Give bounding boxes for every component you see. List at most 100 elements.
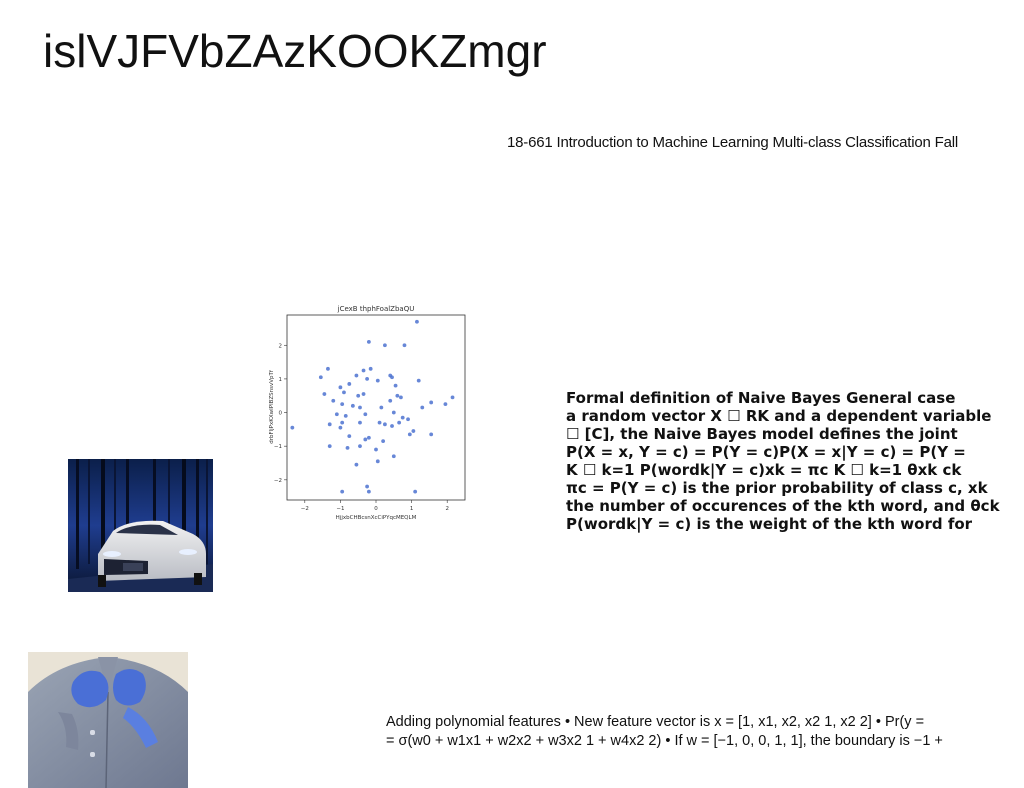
scatter-point <box>375 459 380 464</box>
scatter-point <box>397 420 402 425</box>
scatter-point <box>363 412 368 417</box>
chart-ylabel: drbFljPxKXwIPlBZSnsvVpTf <box>269 369 275 444</box>
scatter-point <box>388 398 393 403</box>
scatter-chart-svg: jCexB thphFoalZbaQU HjjxbCHBcsnXcCiPYqcM… <box>269 305 466 521</box>
scatter-point <box>290 425 295 430</box>
scatter-point <box>342 390 346 395</box>
scatter-point <box>327 444 332 449</box>
scatter-point <box>366 489 371 494</box>
scatter-point <box>338 425 343 430</box>
scatter-point <box>318 375 323 380</box>
scatter-point <box>350 403 355 408</box>
y-tick-label: −1 <box>274 444 282 450</box>
scatter-point <box>366 340 371 344</box>
chart-y-ticks: 2 1 0 −1 −2 <box>274 343 287 484</box>
formal-line: the number of occurences of the kth word… <box>566 497 1000 515</box>
x-tick-label: −1 <box>336 506 344 512</box>
scatter-point <box>365 377 369 381</box>
scatter-point <box>340 420 345 425</box>
scatter-point <box>354 373 359 378</box>
scatter-point <box>399 395 403 400</box>
scatter-point <box>358 405 362 410</box>
polynomial-features-text-block: Adding polynomial features • New feature… <box>386 713 943 751</box>
formal-line: ☐ [C], the Naive Bayes model defines the… <box>566 425 958 443</box>
scatter-point <box>395 393 400 398</box>
scatter-point <box>338 385 343 390</box>
person-photo <box>28 652 188 788</box>
scatter-point <box>406 417 410 422</box>
formal-line: K ☐ k=1 P(wordk|Y = c)xk = πc K ☐ k=1 θx… <box>566 461 962 479</box>
scatter-point <box>343 414 348 418</box>
x-tick-label: 0 <box>374 506 378 512</box>
poly-line: Adding polynomial features • New feature… <box>386 714 925 730</box>
scatter-point <box>377 420 382 425</box>
scatter-point <box>402 343 407 348</box>
scatter-point <box>327 422 332 427</box>
scatter-point <box>391 454 396 459</box>
scatter-point <box>361 392 366 396</box>
chart-points <box>290 319 455 494</box>
scatter-point <box>393 383 398 388</box>
scatter-point <box>358 420 362 425</box>
scatter-point <box>407 432 412 437</box>
scatter-point <box>366 435 371 440</box>
scatter-point <box>420 405 425 410</box>
x-tick-label: −2 <box>301 506 309 512</box>
x-tick-label: 1 <box>410 506 414 512</box>
scatter-point <box>416 378 421 383</box>
scatter-point <box>383 343 387 348</box>
y-tick-label: −2 <box>274 478 282 484</box>
scatter-point <box>383 422 387 427</box>
scatter-point <box>413 489 418 494</box>
scatter-point <box>374 447 378 452</box>
course-heading: 18-661 Introduction to Machine Learning … <box>507 134 959 151</box>
scatter-point <box>363 437 368 442</box>
scatter-point <box>361 368 366 373</box>
formal-line: a random vector X ☐ RK and a dependent v… <box>566 407 992 425</box>
car-photo <box>68 459 213 592</box>
formal-line: Formal definition of Naive Bayes General… <box>566 389 956 407</box>
scatter-point <box>391 410 396 415</box>
y-tick-label: 2 <box>279 343 283 349</box>
scatter-point <box>347 434 352 438</box>
y-tick-label: 1 <box>279 377 283 383</box>
scatter-point <box>379 405 384 410</box>
scatter-point <box>368 366 373 371</box>
chart-xlabel: HjjxbCHBcsnXcCiPYqcMEQLM <box>336 515 417 521</box>
formal-line: πc = P(Y = c) is the prior probability o… <box>566 479 988 497</box>
chart-plot-frame <box>286 314 466 501</box>
scatter-point <box>345 445 350 450</box>
scatter-chart: jCexB thphFoalZbaQU HjjxbCHBcsnXcCiPYqcM… <box>262 300 474 526</box>
scatter-point <box>443 402 448 407</box>
y-tick-label: 0 <box>279 411 283 417</box>
scatter-point <box>415 319 419 324</box>
scatter-point <box>331 398 336 403</box>
scatter-point <box>429 400 434 405</box>
chart-title: jCexB thphFoalZbaQU <box>337 305 415 313</box>
scatter-point <box>390 424 394 428</box>
scatter-point <box>326 366 330 371</box>
scatter-point <box>411 429 416 433</box>
scatter-point <box>340 402 345 407</box>
scatter-point <box>400 415 405 420</box>
scatter-point <box>356 393 361 398</box>
scatter-point <box>365 484 369 489</box>
scatter-point <box>375 378 380 383</box>
scatter-point <box>381 439 386 444</box>
scatter-point <box>340 489 345 494</box>
scatter-point <box>354 462 359 467</box>
scatter-point <box>334 412 339 417</box>
scatter-point <box>347 382 352 386</box>
page-title: islVJFVbZAzKOOKZmgr <box>43 25 547 77</box>
naive-bayes-text-block: Formal definition of Naive Bayes General… <box>566 389 1024 533</box>
x-tick-label: 2 <box>445 506 449 512</box>
scatter-point <box>322 392 327 396</box>
formal-line: P(wordk|Y = c) is the weight of the kth … <box>566 515 973 533</box>
scatter-point <box>450 395 455 400</box>
formal-line: P(X = x, Y = c) = P(Y = c)P(X = x|Y = c)… <box>566 443 966 461</box>
poly-line: = σ(w0 + w1x1 + w2x2 + w3x2 1 + w4x2 2) … <box>386 733 943 749</box>
scatter-point <box>358 444 362 449</box>
scatter-point <box>390 375 394 380</box>
scatter-point <box>429 432 434 437</box>
chart-x-ticks: −2 −1 0 1 2 <box>301 500 449 512</box>
